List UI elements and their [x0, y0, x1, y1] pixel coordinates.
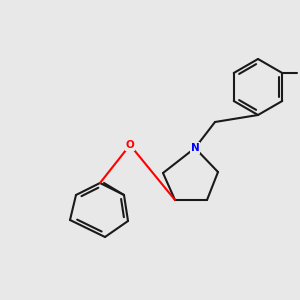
Text: O: O [126, 140, 134, 150]
Text: N: N [190, 143, 200, 153]
